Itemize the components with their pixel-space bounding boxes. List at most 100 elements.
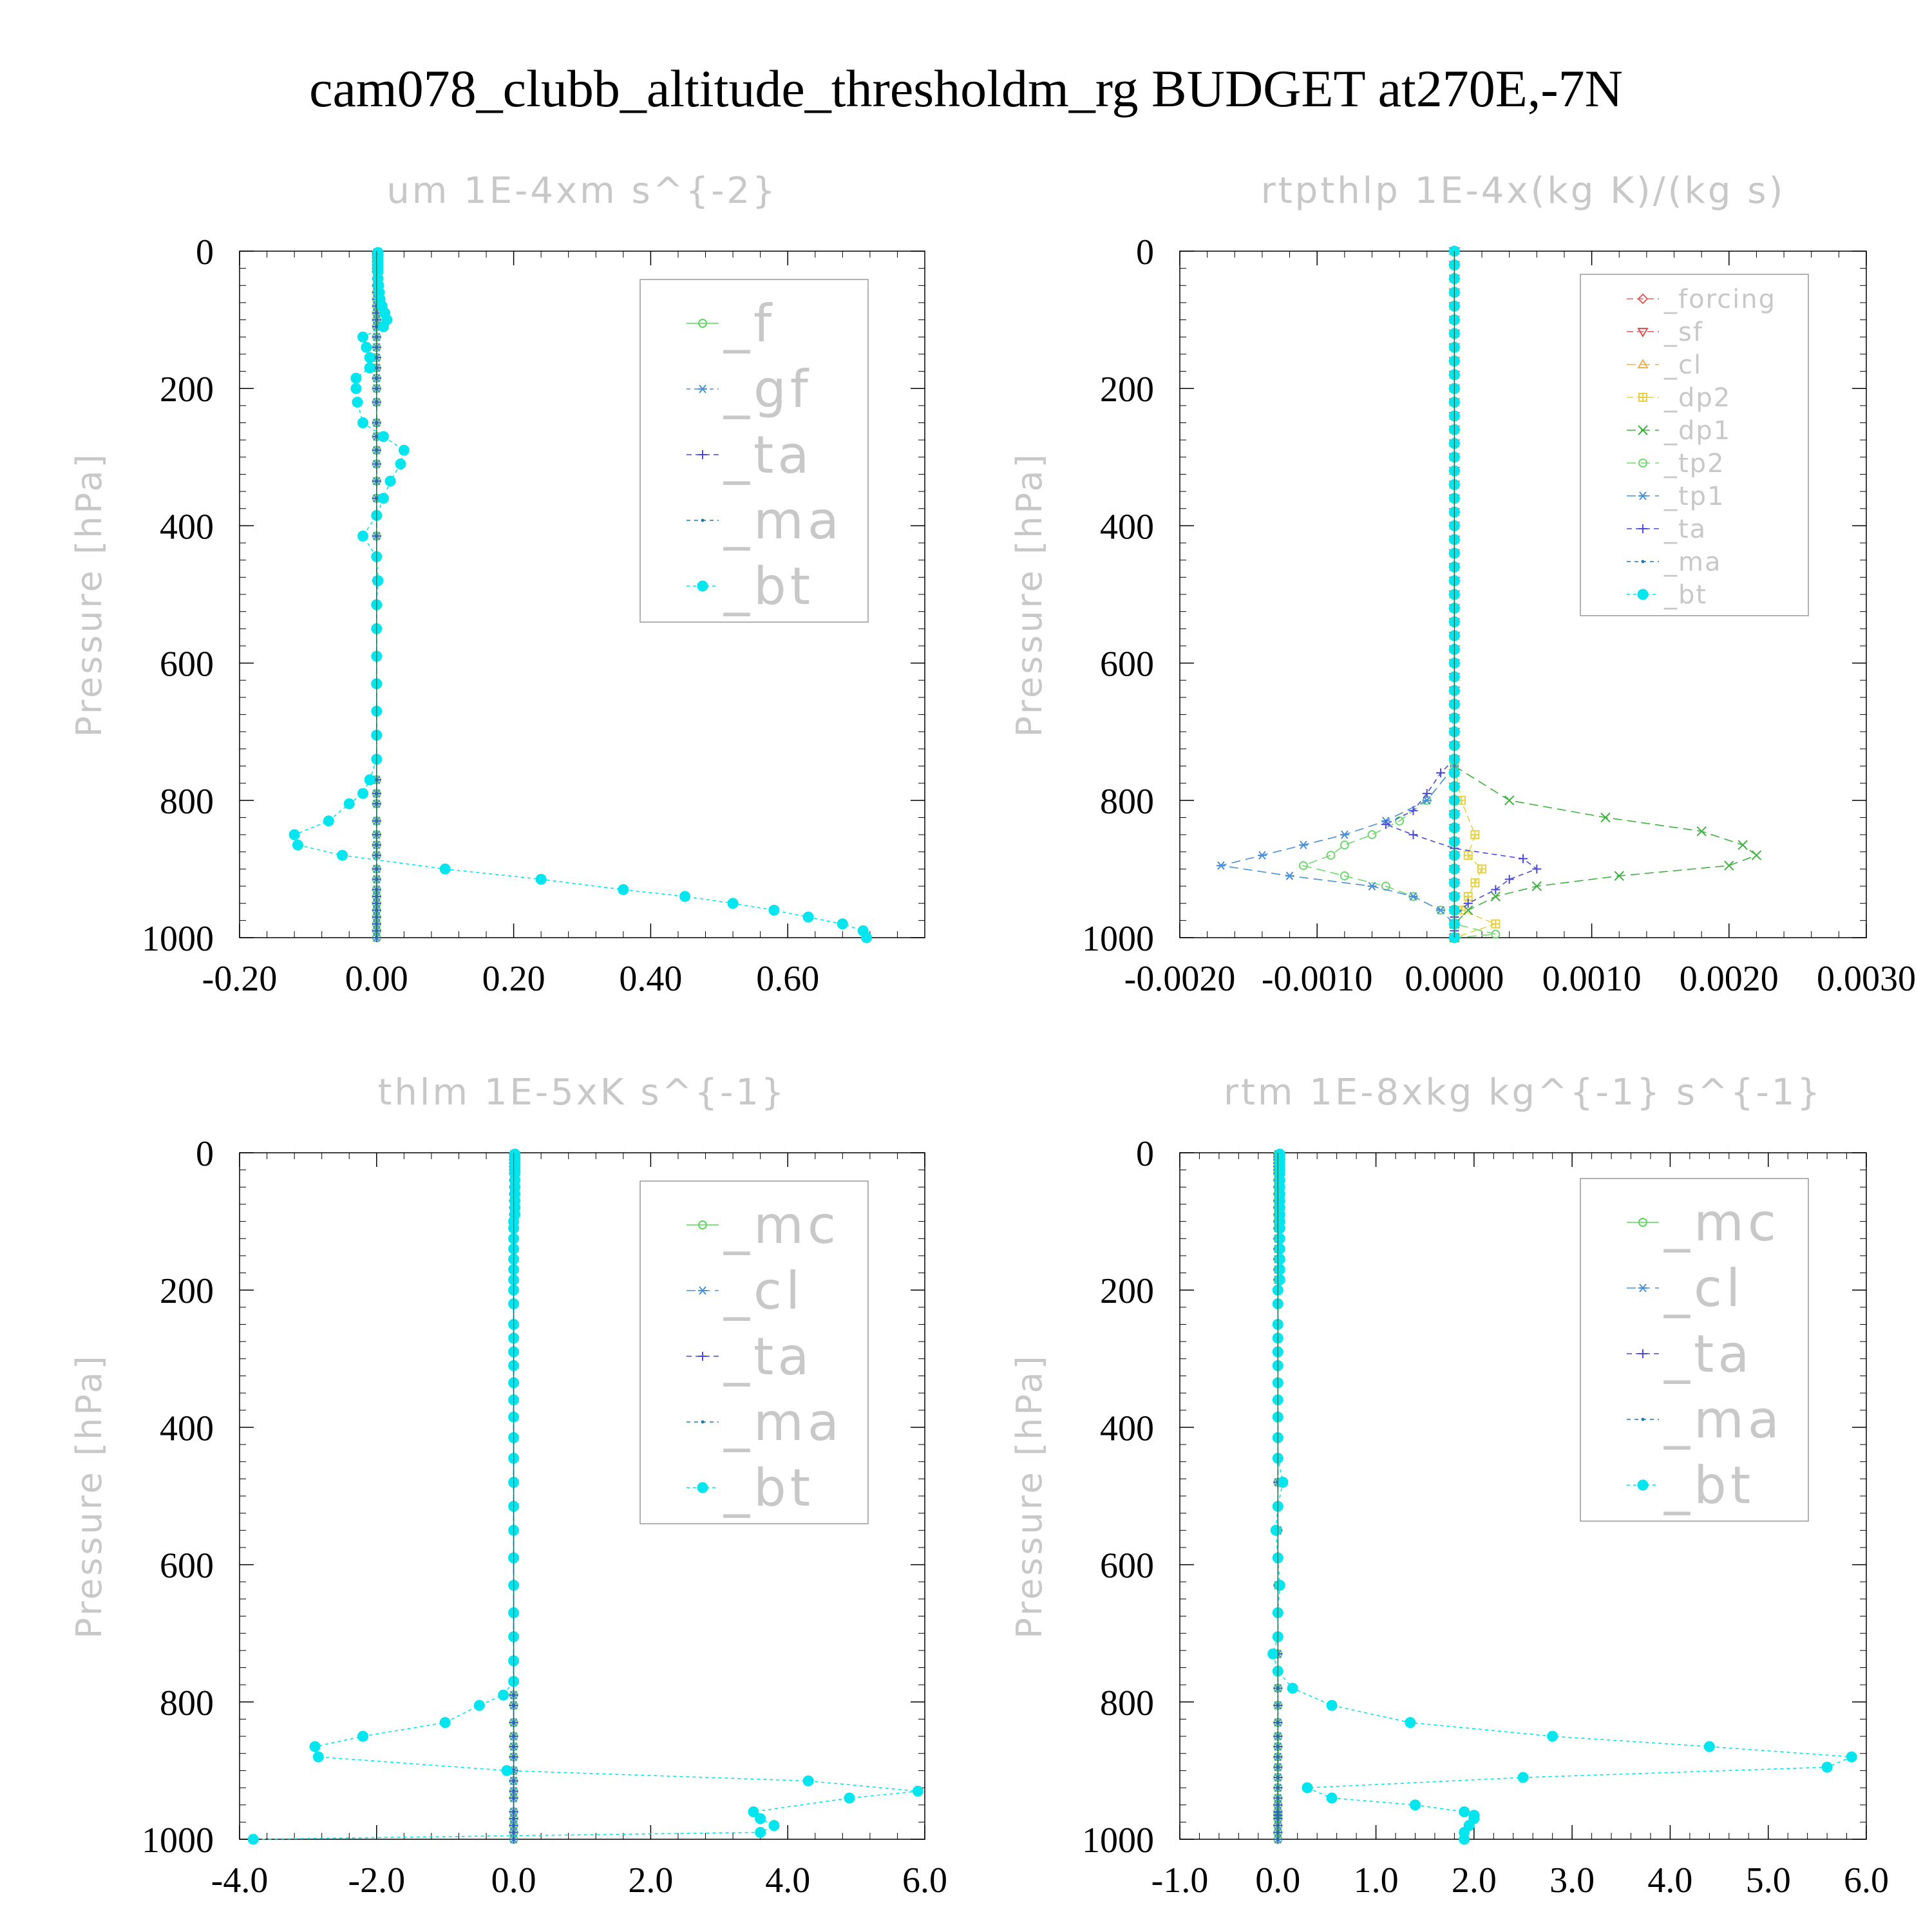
data-point xyxy=(1436,905,1446,915)
legend-label: _tp2 xyxy=(1663,449,1725,478)
legend-label: _ma xyxy=(723,1392,843,1452)
y-tick-label: 400 xyxy=(160,507,214,547)
y-tick-label: 0 xyxy=(196,1134,214,1174)
data-point xyxy=(352,397,363,408)
y-tick-label: 600 xyxy=(1100,645,1154,685)
x-tick-label: 0.40 xyxy=(619,959,682,999)
data-point xyxy=(1422,796,1432,805)
series-line xyxy=(1384,759,1538,938)
data-point xyxy=(698,450,707,459)
x-tick-label: -1.0 xyxy=(1151,1861,1209,1900)
data-point xyxy=(727,898,739,909)
data-point xyxy=(1367,882,1377,891)
data-point xyxy=(1491,929,1501,939)
data-point xyxy=(1285,871,1294,880)
data-point xyxy=(439,1717,451,1728)
data-point xyxy=(1491,919,1501,929)
data-point xyxy=(1531,881,1542,891)
y-tick-label: 0 xyxy=(1136,1134,1154,1174)
legend-label: _mc xyxy=(1663,1193,1780,1253)
data-point xyxy=(535,873,547,885)
data-point xyxy=(1504,795,1515,806)
data-point xyxy=(309,1741,321,1752)
data-point xyxy=(1638,393,1647,402)
y-tick-label: 600 xyxy=(1100,1546,1154,1586)
data-point xyxy=(1637,359,1649,368)
data-point xyxy=(1637,589,1649,600)
data-point xyxy=(698,319,707,328)
panel-group: um 1E-4xm s^{-2}Pressure [hPa]-0.20 0.00 0… xyxy=(69,170,1916,1900)
y-axis-label: Pressure [hPa] xyxy=(69,1353,109,1638)
legend-label: _ma xyxy=(723,491,843,551)
panel-title: rtm 1E-8xkg kg^{-1} s^{-1} xyxy=(1224,1072,1823,1113)
data-point xyxy=(1637,328,1649,337)
data-point xyxy=(1274,1253,1285,1265)
data-point xyxy=(1459,1833,1470,1845)
data-point xyxy=(1532,864,1542,874)
y-tick-label: 200 xyxy=(1100,1271,1154,1311)
data-point xyxy=(1298,840,1308,849)
legend-label: _forcing xyxy=(1663,285,1776,314)
data-point xyxy=(1696,826,1707,837)
y-tick-label: 400 xyxy=(1100,507,1154,547)
x-tick-label: 2.0 xyxy=(1452,1861,1497,1900)
data-point xyxy=(1274,1264,1285,1275)
chart-panel-4: rtm 1E-8xkg kg^{-1} s^{-1} Pressure [hPa]… xyxy=(1009,1072,1889,1900)
data-point xyxy=(292,839,303,851)
data-point xyxy=(697,1482,708,1493)
data-point xyxy=(1638,425,1648,435)
x-tick-label: 0.0 xyxy=(491,1861,536,1900)
chart-panel-1: um 1E-4xm s^{-2} Pressure [hPa] -0.20 0.00 0… xyxy=(69,170,925,999)
series-bt xyxy=(289,247,873,943)
data-point xyxy=(372,575,384,587)
data-point xyxy=(698,1352,707,1361)
data-point xyxy=(357,530,369,542)
data-point xyxy=(1326,851,1336,860)
data-point xyxy=(1614,871,1624,881)
legend-box xyxy=(1580,274,1809,616)
data-point xyxy=(1422,789,1432,799)
x-tick-label: 2.0 xyxy=(628,1861,673,1900)
panel-title: rtpthlp 1E-4x(kg K)/(kg s) xyxy=(1261,170,1786,212)
data-point xyxy=(1340,840,1349,850)
data-point xyxy=(377,321,389,332)
series-tp1 xyxy=(1216,761,1459,942)
data-point xyxy=(357,417,369,428)
y-tick-label: 1000 xyxy=(1082,1821,1154,1861)
data-point xyxy=(1302,1782,1313,1794)
legend-label: _cl xyxy=(1663,350,1702,380)
data-point xyxy=(384,475,396,487)
x-tick-label: 6.0 xyxy=(902,1861,947,1900)
data-point xyxy=(748,1806,759,1817)
x-tick-label: 1.0 xyxy=(1354,1861,1399,1900)
data-point xyxy=(312,1751,324,1763)
data-point xyxy=(755,1813,766,1824)
data-point xyxy=(473,1700,485,1711)
legend: _mc_cl_ta_ma_bt xyxy=(639,1180,869,1524)
data-point xyxy=(1638,1283,1647,1293)
series-line xyxy=(1220,766,1455,938)
legend-label: _ta xyxy=(1663,515,1707,544)
x-tick-label: 0.0000 xyxy=(1405,959,1504,999)
data-point xyxy=(802,911,814,923)
y-axis-label: Pressure [hPa] xyxy=(69,451,109,737)
data-point xyxy=(1821,1761,1833,1773)
data-point xyxy=(1267,1648,1279,1660)
data-point xyxy=(679,891,691,902)
data-point xyxy=(1490,891,1501,902)
legend-label: _cl xyxy=(1663,1258,1744,1318)
x-tick-label: -0.0010 xyxy=(1262,959,1373,999)
data-point xyxy=(837,918,848,930)
y-tick-label: 200 xyxy=(1100,370,1154,410)
legend: _forcing _sf_cl_dp2_dp1 _tp2 _tp1 _ta _ma_bt xyxy=(1580,274,1809,616)
chart-panel-2: rtpthlp 1E-4x(kg K)/(kg s) Pressure [hPa]… xyxy=(1009,170,1916,999)
data-point xyxy=(1477,864,1487,874)
data-point xyxy=(618,884,629,895)
x-tick-label: 0.0010 xyxy=(1542,959,1642,999)
data-point xyxy=(698,1220,707,1229)
data-point xyxy=(350,383,362,394)
y-tick-label: 200 xyxy=(160,1271,214,1311)
data-point xyxy=(1517,1772,1529,1783)
legend-label: _sf xyxy=(1663,317,1703,347)
